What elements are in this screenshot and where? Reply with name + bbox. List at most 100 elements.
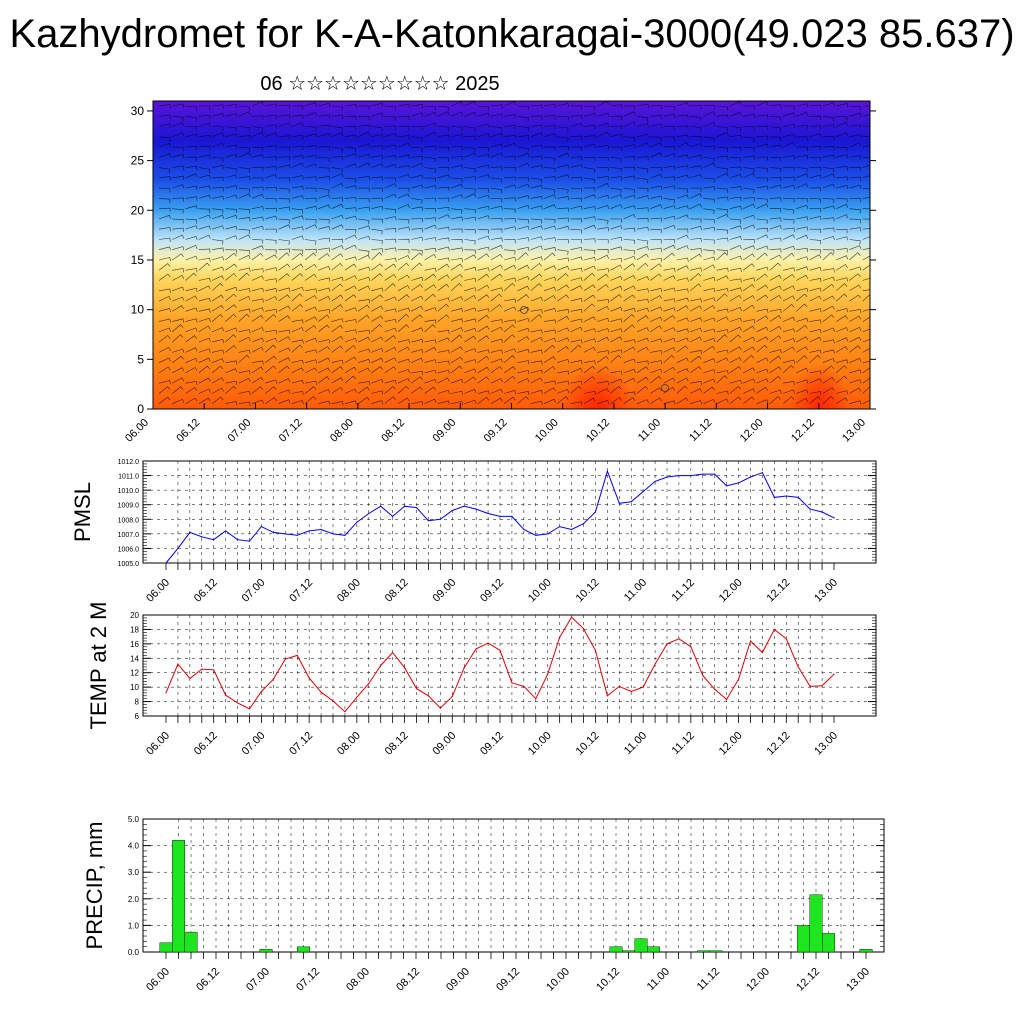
wind-barb — [411, 162, 424, 168]
wind-barb — [158, 318, 171, 323]
wind-barb — [278, 273, 290, 281]
data-point — [368, 512, 370, 515]
wind-barb — [278, 252, 290, 261]
data-point — [833, 673, 835, 675]
wind-barb — [304, 367, 317, 374]
wind-barb — [517, 195, 530, 200]
wind-barb — [796, 355, 808, 363]
wind-barb — [397, 274, 410, 281]
wind-barb — [610, 336, 623, 343]
wind-barb — [610, 318, 623, 323]
wind-barb — [397, 226, 410, 231]
wind-barb — [769, 104, 782, 109]
wind-barb — [450, 327, 463, 333]
wind-barb — [185, 358, 198, 363]
wind-barb — [411, 276, 424, 282]
wind-barb — [477, 284, 490, 292]
wind-barb — [583, 194, 596, 199]
wind-barb — [517, 225, 530, 230]
wind-barb — [756, 234, 769, 240]
wind-barb — [305, 187, 317, 192]
wind-barb — [238, 234, 251, 240]
wind-barb — [822, 252, 834, 261]
wind-barb — [796, 136, 808, 141]
wind-barb — [597, 305, 610, 312]
wind-barb — [212, 164, 224, 170]
wind-barb — [676, 305, 689, 312]
wind-barb — [451, 156, 463, 161]
wind-barb — [623, 121, 636, 127]
wind-barb — [212, 176, 224, 182]
wind-barb — [663, 287, 676, 292]
wind-barb — [265, 215, 278, 220]
wind-barb — [477, 112, 490, 117]
wind-barb — [397, 339, 410, 344]
wind-barb — [716, 252, 728, 261]
wind-barb — [543, 337, 557, 343]
wind-barb — [650, 306, 663, 312]
wind-barb — [318, 253, 330, 261]
wind-barb — [424, 346, 437, 353]
data-point — [439, 518, 441, 520]
wind-barb — [504, 277, 517, 282]
wind-barb — [783, 245, 795, 250]
wind-barb — [265, 156, 277, 161]
wind-barb — [318, 237, 330, 242]
wind-barb — [424, 253, 437, 261]
precip-bar — [697, 950, 710, 953]
wind-barb — [597, 175, 609, 181]
wind-barb — [305, 145, 317, 150]
wind-barb — [597, 381, 609, 386]
wind-barb — [517, 264, 530, 271]
wind-barb — [610, 225, 623, 230]
y-tick-label: 20 — [131, 203, 145, 217]
wind-barb — [769, 335, 782, 343]
wind-barb — [331, 366, 344, 374]
wind-barb — [265, 166, 277, 171]
wind-barb — [411, 349, 424, 354]
wind-barb — [344, 177, 357, 183]
data-point — [332, 533, 334, 535]
wind-barb — [849, 245, 862, 250]
wind-barb — [570, 380, 583, 385]
data-point — [308, 530, 310, 532]
wind-barb — [663, 165, 676, 170]
wind-barb — [836, 346, 848, 353]
wind-barb — [862, 386, 870, 394]
wind-barb — [650, 217, 662, 222]
wind-barb — [783, 208, 795, 214]
wind-barb — [305, 154, 317, 160]
wind-barb — [437, 111, 450, 117]
wind-barb — [570, 309, 583, 314]
wind-barb — [690, 267, 702, 272]
wind-barb — [371, 273, 383, 281]
wind-barb — [291, 344, 303, 353]
precip-bar — [159, 942, 173, 953]
wind-barb — [743, 346, 755, 353]
wind-barb — [557, 257, 570, 262]
wind-barb — [503, 282, 516, 292]
wind-barb — [756, 294, 769, 302]
wind-barb — [344, 244, 357, 250]
wind-barb — [557, 174, 570, 179]
wind-barb — [703, 256, 716, 261]
wind-barb — [849, 155, 862, 160]
wind-barb — [331, 146, 343, 153]
wind-barb — [836, 146, 848, 152]
wind-barb — [690, 237, 702, 243]
wind-barb — [729, 267, 742, 273]
wind-barb — [291, 114, 304, 119]
wind-barb — [809, 391, 822, 396]
wind-barb — [836, 198, 848, 203]
wind-barb — [238, 249, 251, 255]
wind-barb — [597, 131, 610, 138]
x-tick-label: 13.00 — [844, 966, 872, 994]
wind-barb — [490, 304, 503, 312]
wind-barb — [557, 345, 569, 353]
wind-barb — [544, 225, 556, 230]
wind-barb — [371, 176, 383, 181]
data-point — [630, 501, 632, 503]
x-tick-label: 09.12 — [482, 417, 510, 445]
wind-barb — [344, 275, 357, 281]
wind-barb — [570, 277, 583, 282]
